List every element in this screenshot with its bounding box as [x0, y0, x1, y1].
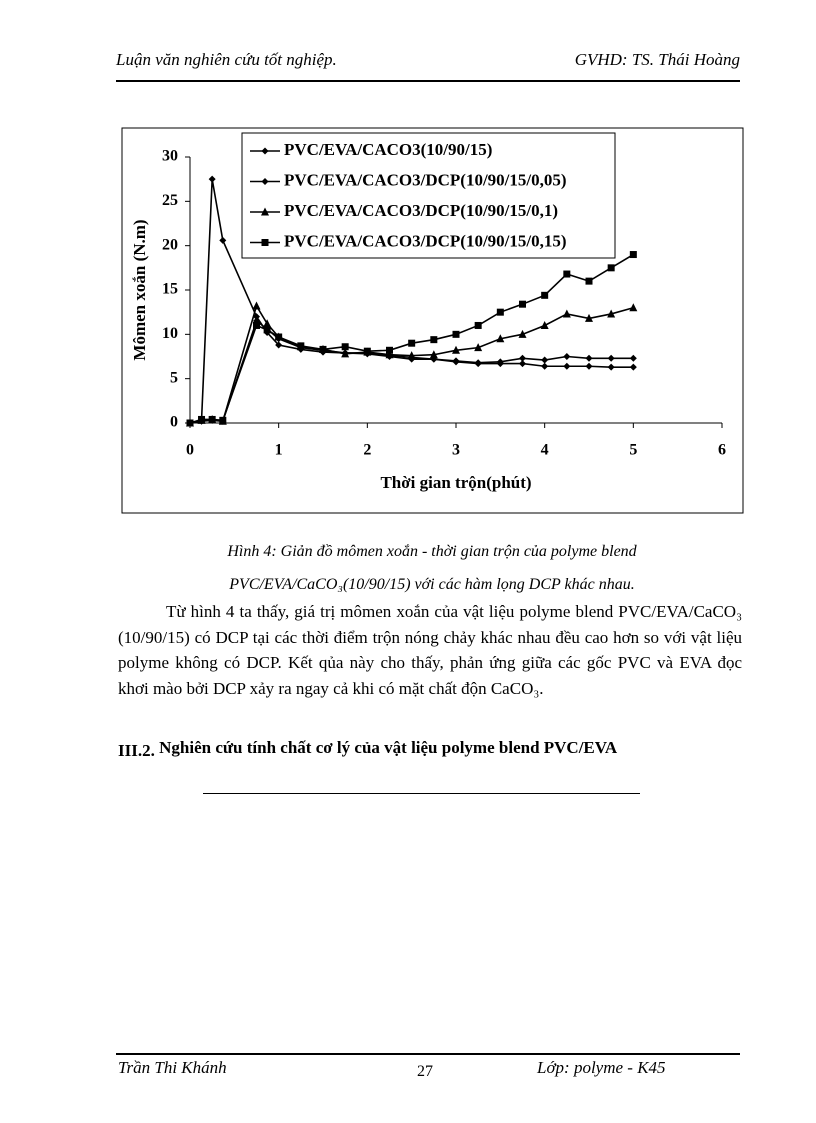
marker	[629, 363, 637, 371]
marker	[430, 336, 438, 344]
y-axis-label: Mômen xoắn (N.m)	[130, 219, 149, 360]
section-heading: III.2. Nghiên cứu tính chất cơ lý của vậ…	[118, 738, 618, 760]
marker	[585, 313, 593, 322]
marker	[496, 358, 504, 366]
y-tick-label: 5	[170, 369, 178, 386]
marker	[208, 175, 216, 183]
x-tick-label: 4	[541, 442, 549, 459]
legend-label: PVC/EVA/CACO3(10/90/15)	[284, 140, 492, 159]
marker	[452, 357, 460, 365]
marker	[452, 345, 460, 354]
marker	[261, 178, 269, 185]
legend-label: PVC/EVA/CACO3/DCP(10/90/15/0,1)	[284, 201, 558, 220]
marker	[541, 362, 549, 370]
legend-box	[241, 132, 616, 259]
marker	[585, 362, 593, 370]
y-tick-label: 10	[162, 325, 178, 342]
y-tick-label: 15	[162, 281, 178, 298]
marker	[253, 321, 260, 329]
paragraph: Từ hình 4 ta thấy, giá trị mômen xoắn củ…	[118, 602, 742, 698]
caption: Hình 4: Giản đồ mômen xoắn - thời gian t…	[0, 535, 816, 601]
marker	[541, 291, 549, 299]
marker	[519, 354, 526, 362]
x-axis-label: Thời gian trộn(phút)	[380, 473, 531, 492]
marker	[496, 334, 505, 343]
marker	[429, 350, 438, 359]
footer-rule	[116, 1053, 740, 1055]
marker	[275, 341, 283, 349]
marker	[219, 416, 227, 424]
section-number: III.2.	[118, 741, 155, 760]
marker	[541, 356, 549, 364]
marker	[261, 239, 269, 246]
y-tick-label: 0	[170, 414, 178, 431]
marker	[363, 347, 371, 355]
marker	[261, 207, 269, 216]
marker	[297, 342, 305, 350]
x-tick-label: 6	[718, 442, 726, 459]
footer-right: Lớp: polyme - K45	[537, 1058, 666, 1077]
marker	[563, 270, 571, 278]
marker	[607, 354, 615, 362]
marker	[341, 349, 350, 358]
marker	[275, 333, 283, 341]
marker	[253, 313, 260, 321]
x-tick-label: 1	[275, 442, 283, 459]
header-left: Luận văn nghiên cứu tốt nghiệp.	[116, 50, 337, 69]
legend-label: PVC/EVA/CACO3/DCP(10/90/15/0,15)	[284, 231, 567, 250]
marker	[519, 300, 526, 308]
section-title: Nghiên cứu tính chất cơ lý của vật liệu …	[159, 738, 618, 757]
marker	[563, 353, 571, 360]
marker	[474, 321, 482, 329]
marker	[585, 277, 593, 285]
marker	[518, 329, 527, 338]
caption-line: PVC/EVA/CaCO₃(10/90/15) với các hàm lọng…	[229, 576, 635, 593]
marker	[252, 301, 261, 310]
marker	[261, 147, 269, 155]
marker	[629, 251, 637, 259]
marker	[319, 345, 327, 353]
x-tick-label: 2	[363, 442, 371, 459]
marker	[186, 419, 194, 427]
footer-left: Trần Thi Khánh	[118, 1058, 227, 1077]
marker	[386, 346, 393, 354]
marker	[263, 319, 272, 328]
header-rule	[116, 80, 740, 82]
x-tick-label: 5	[629, 442, 637, 459]
page-number: 27	[417, 1063, 433, 1080]
x-tick-label: 0	[186, 442, 194, 459]
chart: Thời gian trộn(phút) Mômen xoắn (N.m) 0 5…	[121, 127, 744, 514]
marker	[607, 309, 616, 318]
marker	[562, 309, 571, 318]
header-right: GVHD: TS. Thái Hoàng	[574, 50, 740, 69]
marker	[540, 320, 549, 329]
marker	[496, 308, 504, 316]
marker	[519, 360, 526, 368]
marker	[263, 326, 271, 334]
marker	[408, 339, 416, 347]
y-tick-label: 25	[162, 192, 178, 209]
marker	[474, 359, 482, 367]
caption-line: Hình 4: Giản đồ mômen xoắn - thời gian t…	[227, 543, 637, 560]
marker	[629, 303, 638, 312]
marker	[407, 351, 416, 360]
marker	[219, 236, 227, 244]
marker	[607, 363, 615, 371]
marker	[385, 350, 394, 359]
y-tick-label: 30	[162, 148, 178, 165]
y-tick-label: 20	[162, 236, 178, 253]
legend-label: PVC/EVA/CACO3/DCP(10/90/15/0,05)	[284, 170, 567, 189]
marker	[198, 415, 206, 423]
separator	[203, 793, 640, 794]
marker	[585, 354, 593, 362]
x-tick-label: 3	[452, 442, 460, 459]
marker	[452, 330, 460, 338]
marker	[474, 343, 483, 352]
marker	[607, 264, 615, 272]
marker	[341, 343, 349, 351]
marker	[629, 354, 637, 362]
marker	[208, 415, 216, 423]
marker	[563, 362, 571, 370]
